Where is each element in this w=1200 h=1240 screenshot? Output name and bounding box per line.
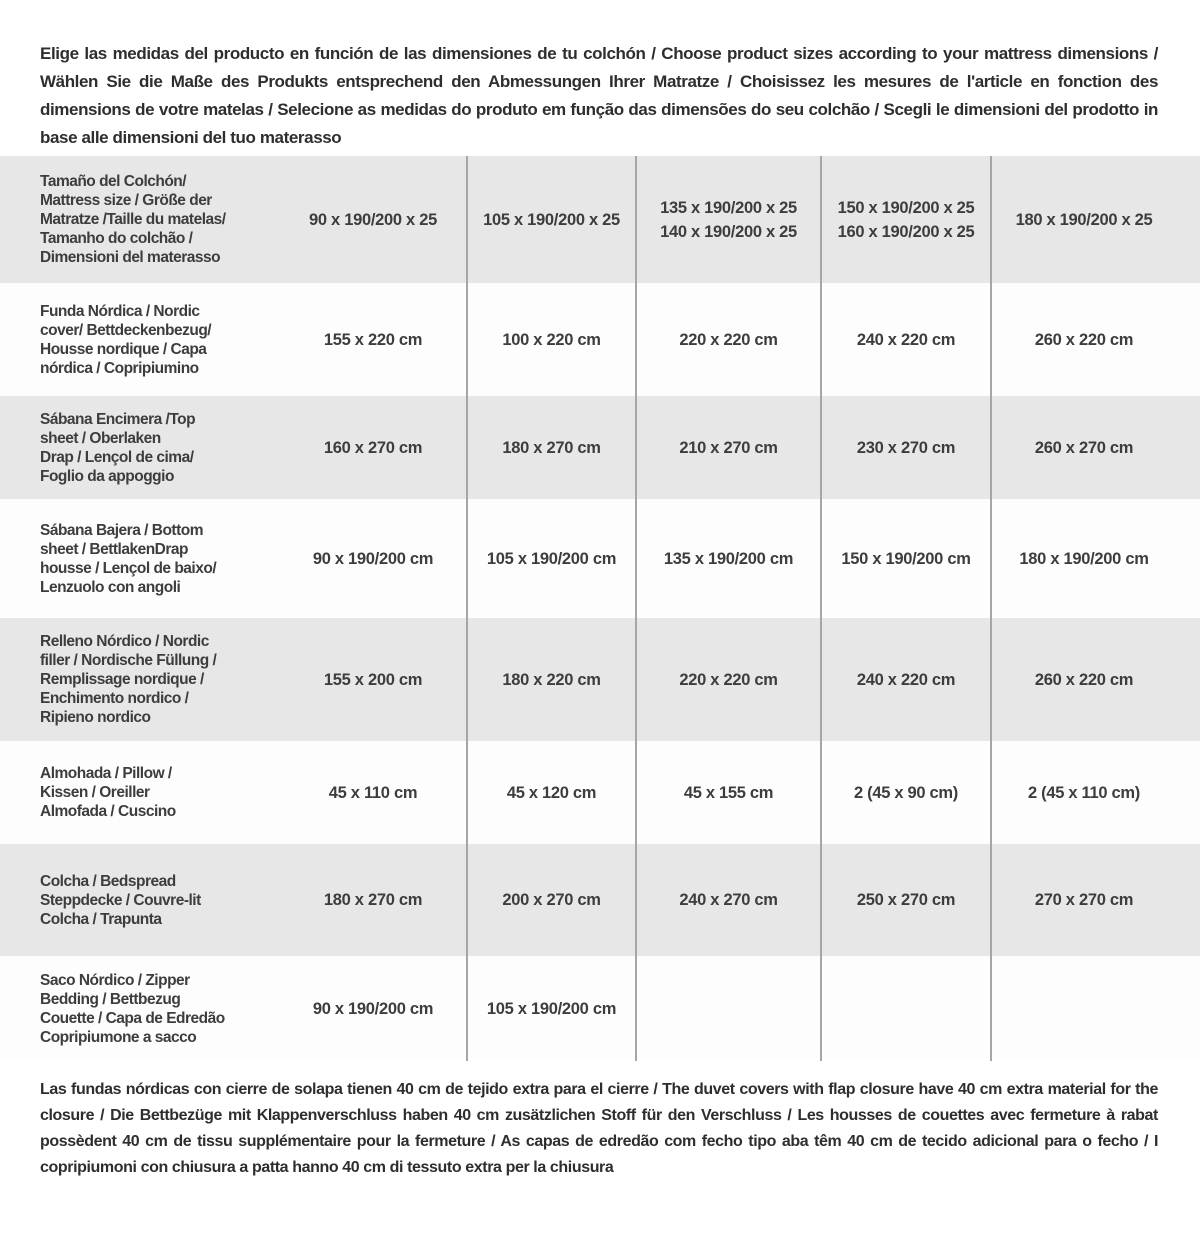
size-cell: 90 x 190/200 cm (312, 549, 434, 568)
size-cell: 210 x 270 cm (635, 396, 820, 499)
row-label: Saco Nórdico / Zipper Bedding / Bettbezu… (40, 971, 225, 1046)
size-cell: 250 x 270 cm (820, 844, 990, 956)
size-cell: 150 x 190/200 cm (820, 499, 990, 618)
header-size-col-4: 150 x 190/200 x 25 160 x 190/200 x 25 (820, 156, 990, 283)
row-nordic-cover: Funda Nórdica / Nordic cover/ Bettdecken… (0, 283, 1200, 396)
size-cell: 45 x 120 cm (466, 741, 635, 844)
size-cell: 270 x 270 cm (990, 844, 1200, 956)
size-guide-page: Elige las medidas del producto en funció… (0, 40, 1200, 1240)
size-cell: 260 x 220 cm (990, 283, 1200, 396)
size-cell: 240 x 220 cm (820, 283, 990, 396)
size-cell: 90 x 190/200 cm (312, 999, 434, 1018)
size-cell: 100 x 220 cm (466, 283, 635, 396)
header-label-mattress-size: Tamaño del Colchón/ Mattress size / Größ… (40, 173, 226, 266)
size-cell: 180 x 220 cm (466, 618, 635, 741)
row-bedspread: Colcha / Bedspread Steppdecke / Couvre-l… (0, 844, 1200, 956)
row-label: Colcha / Bedspread Steppdecke / Couvre-l… (40, 872, 201, 928)
mattress-size-table: Tamaño del Colchón/ Mattress size / Größ… (0, 156, 1200, 1061)
footnote-paragraph: Las fundas nórdicas con cierre de solapa… (40, 1081, 1158, 1176)
row-label: Funda Nórdica / Nordic cover/ Bettdecken… (40, 302, 212, 377)
row-label: Sábana Encimera /Top sheet / Oberlaken D… (40, 410, 196, 485)
size-cell: 180 x 270 cm (323, 891, 423, 909)
header-size-col-2: 105 x 190/200 x 25 (466, 156, 635, 283)
size-cell: 105 x 190/200 cm (466, 499, 635, 618)
size-cell: 180 x 190/200 cm (990, 499, 1200, 618)
size-cell: 2 (45 x 110 cm) (990, 741, 1200, 844)
size-cell: 135 x 190/200 cm (635, 499, 820, 618)
size-cell: 220 x 220 cm (635, 618, 820, 741)
size-cell: 155 x 200 cm (323, 670, 423, 689)
row-nordic-filler: Relleno Nórdico / Nordic filler / Nordis… (0, 618, 1200, 741)
size-cell: 160 x 270 cm (323, 438, 423, 457)
table-header-row: Tamaño del Colchón/ Mattress size / Größ… (0, 156, 1200, 283)
header-size-col-1: 90 x 190/200 x 25 (309, 210, 437, 229)
size-cell: 240 x 220 cm (820, 618, 990, 741)
size-cell: 155 x 220 cm (323, 330, 423, 349)
size-cell: 200 x 270 cm (466, 844, 635, 956)
size-cell: 45 x 110 cm (328, 783, 418, 802)
size-cell: 260 x 270 cm (990, 396, 1200, 499)
row-bottom-sheet: Sábana Bajera / Bottom sheet / Bettlaken… (0, 499, 1200, 618)
size-cell: 240 x 270 cm (635, 844, 820, 956)
size-cell: 230 x 270 cm (820, 396, 990, 499)
size-cell (990, 956, 1200, 1061)
size-cell: 2 (45 x 90 cm) (820, 741, 990, 844)
header-size-col-3: 135 x 190/200 x 25 140 x 190/200 x 25 (635, 156, 820, 283)
size-cell: 220 x 220 cm (635, 283, 820, 396)
size-cell: 105 x 190/200 cm (466, 956, 635, 1061)
size-cell: 260 x 220 cm (990, 618, 1200, 741)
row-label: Sábana Bajera / Bottom sheet / Bettlaken… (40, 521, 217, 596)
size-cell (820, 956, 990, 1061)
size-cell: 180 x 270 cm (466, 396, 635, 499)
intro-paragraph: Elige las medidas del producto en funció… (40, 44, 1158, 147)
size-cell: 45 x 155 cm (635, 741, 820, 844)
row-zipper-bedding: Saco Nórdico / Zipper Bedding / Bettbezu… (0, 956, 1200, 1061)
header-size-col-5: 180 x 190/200 x 25 (990, 156, 1200, 283)
row-label: Relleno Nórdico / Nordic filler / Nordis… (40, 633, 217, 726)
size-cell (635, 956, 820, 1061)
row-label: Almohada / Pillow / Kissen / Oreiller Al… (40, 765, 176, 820)
row-top-sheet: Sábana Encimera /Top sheet / Oberlaken D… (0, 396, 1200, 499)
row-pillow: Almohada / Pillow / Kissen / Oreiller Al… (0, 741, 1200, 844)
